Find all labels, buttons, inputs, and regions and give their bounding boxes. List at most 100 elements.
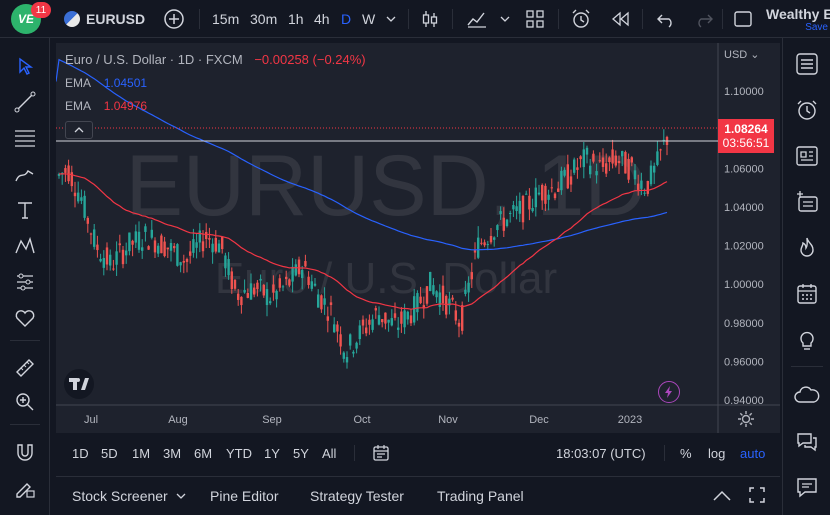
range-1d[interactable]: 1D xyxy=(72,445,89,461)
calendar-button[interactable] xyxy=(793,280,821,308)
range-1m[interactable]: 1M xyxy=(132,445,151,461)
heart-icon xyxy=(15,310,35,327)
calendar-list-button[interactable] xyxy=(793,188,821,216)
replay-button[interactable] xyxy=(610,0,630,38)
candle-body xyxy=(563,169,566,176)
tradingview-logo[interactable] xyxy=(64,369,94,399)
trendline-tool[interactable] xyxy=(11,88,39,116)
range-5y[interactable]: 5Y xyxy=(293,445,309,461)
symbol-search[interactable]: EURUSD xyxy=(64,0,145,38)
indicators-button[interactable] xyxy=(466,0,488,38)
measure-tool[interactable] xyxy=(11,354,39,382)
candle-body xyxy=(531,207,534,212)
fullscreen-toggle[interactable] xyxy=(733,0,753,38)
range-ytd[interactable]: YTD xyxy=(226,445,252,461)
interval-30m[interactable]: 30m xyxy=(250,11,278,27)
candle-body xyxy=(595,171,598,176)
candle-body xyxy=(512,205,515,210)
range-3m[interactable]: 3M xyxy=(163,445,182,461)
templates-button[interactable] xyxy=(525,0,545,38)
maximize-panel-button[interactable] xyxy=(748,486,766,504)
messages-button[interactable] xyxy=(793,428,821,456)
prediction-icon xyxy=(17,273,33,291)
candle-body xyxy=(349,334,352,346)
undo-button[interactable] xyxy=(656,0,676,38)
candle-body xyxy=(243,289,246,293)
alert-button[interactable] xyxy=(570,0,592,38)
fib-tool[interactable] xyxy=(11,124,39,152)
currency-selector[interactable]: USD ⌄ xyxy=(724,49,760,61)
chart-type-button[interactable] xyxy=(420,0,440,38)
percent-toggle[interactable]: % xyxy=(680,445,692,461)
interval-d[interactable]: D xyxy=(341,11,352,27)
cursor-tool[interactable] xyxy=(11,52,39,80)
text-tool[interactable] xyxy=(11,196,39,224)
legend-title[interactable]: Euro / U.S. Dollar · 1D · FXCM xyxy=(65,52,243,67)
lock-drawings-tool[interactable] xyxy=(11,474,39,502)
candle-body xyxy=(189,251,192,256)
cursor-icon xyxy=(19,57,34,75)
user-avatar[interactable]: VE 11 xyxy=(11,0,51,38)
pattern-tool[interactable] xyxy=(11,232,39,260)
save-label[interactable]: Save xyxy=(805,22,828,33)
watchlist-icon xyxy=(796,53,818,75)
tab-trading-panel[interactable]: Trading Panel xyxy=(437,488,524,504)
chats-button[interactable] xyxy=(793,382,821,410)
candle-body xyxy=(435,291,438,298)
tab-stock-screener[interactable]: Stock Screener xyxy=(72,488,186,504)
timezone-clock[interactable]: 18:03:07 (UTC) xyxy=(556,445,646,461)
range-5d[interactable]: 5D xyxy=(101,445,118,461)
tab-pine-editor[interactable]: Pine Editor xyxy=(210,488,279,504)
indicators-icon xyxy=(467,12,486,28)
candle-body xyxy=(205,231,208,240)
tab-strategy-tester[interactable]: Strategy Tester xyxy=(310,488,404,504)
candle-body xyxy=(80,197,83,201)
interval-4h[interactable]: 4h xyxy=(314,11,330,27)
redo-button[interactable] xyxy=(694,0,714,38)
expand-panel-button[interactable] xyxy=(712,488,732,504)
indicators-dropdown[interactable] xyxy=(500,0,510,38)
candle-body xyxy=(461,305,464,331)
help-button[interactable] xyxy=(793,474,821,502)
interval-1h[interactable]: 1h xyxy=(288,11,304,27)
brush-tool[interactable] xyxy=(11,160,39,188)
chart-pane[interactable]: EURUSD, 1D Euro / U.S. Dollar 1.10000 1.0… xyxy=(56,43,780,433)
interval-w[interactable]: W xyxy=(362,11,376,27)
layout-name[interactable]: Wealthy E Save xyxy=(766,6,830,33)
redo-icon xyxy=(698,14,713,28)
interval-dropdown[interactable] xyxy=(386,0,396,38)
list-plus-icon xyxy=(797,191,818,212)
watchlist-button[interactable] xyxy=(793,50,821,78)
magnet-tool[interactable] xyxy=(11,438,39,466)
ema1-legend[interactable]: EMA 1.04501 xyxy=(65,76,147,90)
price-chart[interactable]: EURUSD, 1D Euro / U.S. Dollar 1.10000 1.0… xyxy=(56,43,780,433)
zoom-tool[interactable] xyxy=(11,388,39,416)
candle-body xyxy=(166,247,169,250)
candle-body xyxy=(547,194,550,200)
interval-15m[interactable]: 15m xyxy=(212,11,240,27)
collapse-legend-button[interactable] xyxy=(65,121,93,139)
chart-settings-button[interactable] xyxy=(736,409,756,429)
data-window-button[interactable] xyxy=(793,142,821,170)
ideas-button[interactable] xyxy=(793,326,821,354)
gear-icon xyxy=(738,411,754,427)
candle-body xyxy=(137,231,141,250)
goto-date-button[interactable] xyxy=(372,444,390,462)
trendline-icon xyxy=(14,91,36,113)
range-1y[interactable]: 1Y xyxy=(264,445,280,461)
ema2-legend[interactable]: EMA 1.04976 xyxy=(65,99,147,113)
favorites-tool[interactable] xyxy=(11,304,39,332)
alerts-button[interactable] xyxy=(793,96,821,124)
range-6m[interactable]: 6M xyxy=(194,445,213,461)
auto-toggle[interactable]: auto xyxy=(740,445,766,461)
compare-button[interactable] xyxy=(163,0,185,38)
candle-body xyxy=(246,293,249,298)
candle-body xyxy=(214,237,217,252)
candle-body xyxy=(259,278,262,281)
lightning-icon[interactable] xyxy=(658,381,680,403)
range-all[interactable]: All xyxy=(322,445,337,461)
hotlists-button[interactable] xyxy=(793,234,821,262)
log-toggle[interactable]: log xyxy=(708,445,726,461)
candle-body xyxy=(400,311,403,324)
prediction-tool[interactable] xyxy=(11,268,39,296)
